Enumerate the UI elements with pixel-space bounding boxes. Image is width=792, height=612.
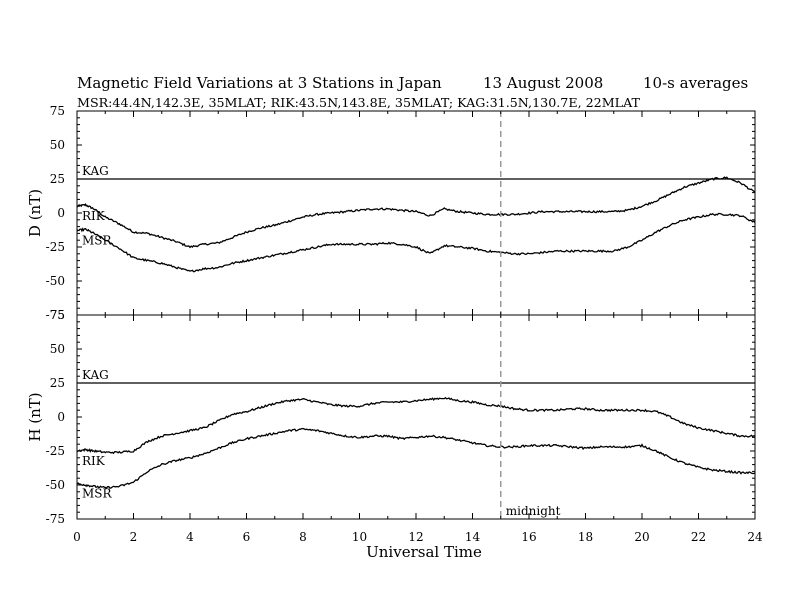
y-tick-label: -75 [46,308,65,322]
y-tick-label: 50 [50,342,65,356]
series-label-kag: KAG [82,164,109,178]
y-tick-label: 75 [50,104,65,118]
x-tick-label: 4 [186,530,194,544]
x-tick-label: 10 [352,530,367,544]
y-tick-label: 75 [50,308,65,322]
x-axis-ticks: 0 2 4 6 8 10 12 14 16 18 20 22 24 [73,111,763,544]
series-label-rik: RIK [82,209,106,223]
y-tick-label: -75 [46,512,65,526]
y-tick-label: 25 [50,376,65,390]
chart-date: 13 August 2008 [483,74,603,92]
series-line-msr [76,427,756,489]
series-label-msr: MSR [82,487,113,501]
series-line-rik [76,176,756,249]
y-tick-label: -50 [46,274,65,288]
x-tick-label: 22 [691,530,706,544]
y-tick-label: 0 [57,410,65,424]
x-tick-label: 18 [578,530,593,544]
panel-frame [76,314,756,520]
series-label-rik: RIK [82,454,106,468]
chart-averaging: 10-s averages [643,74,748,92]
y-tick-label: 50 [50,138,65,152]
x-tick-label: 12 [408,530,423,544]
x-tick-label: 0 [73,530,81,544]
series-label-kag: KAG [82,368,109,382]
d-panel: 75 50 25 0 -25 -50 -75 D (nT) KAG RIK MSR [26,104,756,322]
series-line-msr [76,212,756,273]
y-axis-label: D (nT) [26,189,44,237]
y-axis-label: H (nT) [26,392,44,441]
series-label-msr: MSR [82,234,113,248]
chart-subtitle: MSR:44.4N,142.3E, 35MLAT; RIK:43.5N,143.… [77,95,641,110]
x-axis-label: Universal Time [366,543,482,561]
x-tick-label: 14 [465,530,481,544]
x-tick-label: 8 [299,530,307,544]
panel-frame [76,110,756,316]
y-tick-label: -50 [46,478,65,492]
x-tick-label: 6 [243,530,251,544]
y-tick-label: -25 [46,444,65,458]
x-tick-label: 20 [634,530,649,544]
series-line-rik [76,396,756,455]
x-tick-label: 16 [521,530,536,544]
y-tick-label: -25 [46,240,65,254]
y-tick-label: 0 [57,206,65,220]
y-tick-label: 25 [50,172,65,186]
h-panel: 75 50 25 0 -25 -50 -75 H (nT) KAG RIK MSR [26,308,756,526]
x-tick-label: 2 [130,530,138,544]
chart-title: Magnetic Field Variations at 3 Stations … [77,74,442,92]
midnight-label: midnight [506,504,561,518]
x-tick-label: 24 [747,530,763,544]
